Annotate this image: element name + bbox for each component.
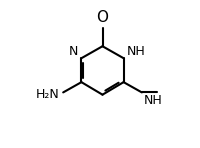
- Text: N: N: [69, 45, 79, 58]
- Text: H₂N: H₂N: [36, 88, 60, 101]
- Text: NH: NH: [143, 94, 162, 107]
- Text: O: O: [96, 10, 108, 25]
- Text: NH: NH: [126, 45, 145, 58]
